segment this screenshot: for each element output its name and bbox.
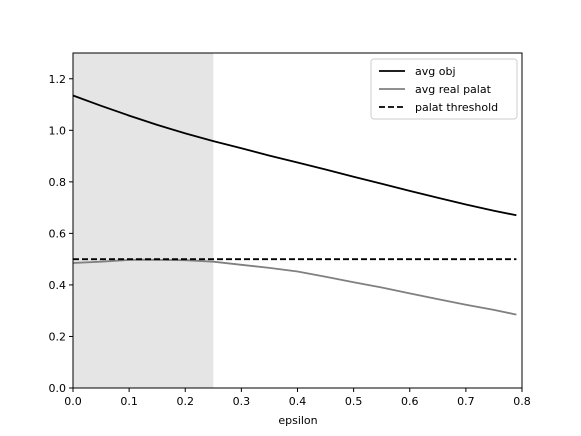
x-tick-label: 0.5 (345, 395, 363, 408)
x-tick-label: 0.4 (289, 395, 307, 408)
legend-box (370, 58, 518, 120)
x-tick-label: 0.7 (457, 395, 475, 408)
x-tick-label: 0.6 (401, 395, 419, 408)
legend-label-1: avg obj (415, 65, 456, 78)
legend: avg obj avg real palat palat threshold (370, 58, 518, 120)
x-tick-label: 0.1 (120, 395, 138, 408)
x-tick-label: 0.3 (233, 395, 251, 408)
y-tick-label: 1.0 (49, 124, 67, 137)
legend-label-3: palat threshold (415, 101, 498, 114)
shaded-region (73, 53, 214, 388)
y-tick-label: 0.2 (49, 330, 67, 343)
series-layer (72, 94, 517, 316)
legend-label-2: avg real palat (415, 83, 492, 96)
x-tick-label: 0.8 (513, 395, 531, 408)
series-line-1 (72, 94, 517, 217)
y-tick-label: 0.6 (49, 227, 67, 240)
x-tick-label: 0.2 (177, 395, 195, 408)
y-tick-label: 0.8 (49, 176, 67, 189)
x-tick-label: 0.0 (64, 395, 82, 408)
x-axis-title: epsilon (278, 414, 317, 427)
y-tick-label: 1.2 (49, 73, 67, 86)
shaded-region-layer (73, 53, 214, 388)
y-tick-label: 0.4 (49, 279, 67, 292)
y-tick-label: 0.0 (49, 382, 67, 395)
axes-layer: 0.0 0.1 0.2 0.3 0.4 0.5 0.6 0.7 0.8 0.0 0.2 0.4 0.6 0… (49, 52, 531, 408)
